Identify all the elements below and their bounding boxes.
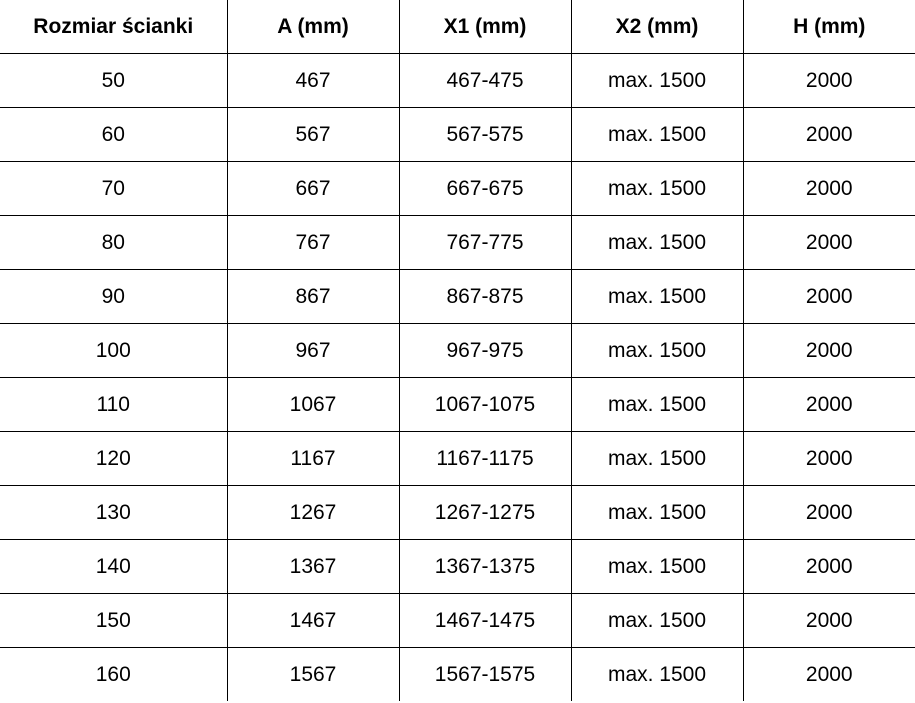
cell-h: 2000: [742, 215, 915, 270]
cell-wall-size: 110: [0, 377, 228, 432]
cell-wall-size: 90: [0, 269, 228, 324]
cell-a: 967: [226, 323, 400, 378]
cell-x1: 1267-1275: [398, 485, 572, 540]
cell-x2: max. 1500: [570, 161, 744, 216]
cell-x1: 1567-1575: [398, 647, 572, 701]
table-row: 140 1367 1367-1375 max. 1500 2000: [0, 539, 915, 594]
cell-h: 2000: [742, 161, 915, 216]
cell-x2: max. 1500: [570, 53, 744, 108]
cell-wall-size: 100: [0, 323, 228, 378]
cell-x1: 467-475: [398, 53, 572, 108]
cell-a: 667: [226, 161, 400, 216]
cell-wall-size: 60: [0, 107, 228, 162]
cell-h: 2000: [742, 431, 915, 486]
cell-wall-size: 70: [0, 161, 228, 216]
table-row: 90 867 867-875 max. 1500 2000: [0, 269, 915, 324]
cell-x2: max. 1500: [570, 431, 744, 486]
cell-h: 2000: [742, 107, 915, 162]
cell-wall-size: 80: [0, 215, 228, 270]
header-h: H (mm): [742, 0, 915, 54]
cell-h: 2000: [742, 377, 915, 432]
cell-h: 2000: [742, 539, 915, 594]
cell-h: 2000: [742, 269, 915, 324]
cell-a: 1567: [226, 647, 400, 701]
cell-x2: max. 1500: [570, 215, 744, 270]
header-x2: X2 (mm): [570, 0, 744, 54]
cell-a: 567: [226, 107, 400, 162]
cell-x2: max. 1500: [570, 269, 744, 324]
header-row: Rozmiar ścianki A (mm) X1 (mm) X2 (mm) H…: [0, 0, 915, 54]
cell-wall-size: 140: [0, 539, 228, 594]
cell-a: 1167: [226, 431, 400, 486]
table-body: 50 467 467-475 max. 1500 2000 60 567 567-575 max…: [0, 53, 915, 701]
table-row: 100 967 967-975 max. 1500 2000: [0, 323, 915, 378]
cell-x2: max. 1500: [570, 107, 744, 162]
cell-h: 2000: [742, 323, 915, 378]
cell-wall-size: 160: [0, 647, 228, 701]
cell-a: 1467: [226, 593, 400, 648]
cell-a: 767: [226, 215, 400, 270]
cell-x2: max. 1500: [570, 485, 744, 540]
cell-a: 1267: [226, 485, 400, 540]
table-row: 80 767 767-775 max. 1500 2000: [0, 215, 915, 270]
cell-x1: 867-875: [398, 269, 572, 324]
cell-x1: 1067-1075: [398, 377, 572, 432]
cell-x1: 1167-1175: [398, 431, 572, 486]
cell-x1: 567-575: [398, 107, 572, 162]
cell-a: 467: [226, 53, 400, 108]
cell-x2: max. 1500: [570, 377, 744, 432]
cell-h: 2000: [742, 593, 915, 648]
table-row: 150 1467 1467-1475 max. 1500 2000: [0, 593, 915, 648]
cell-a: 867: [226, 269, 400, 324]
cell-wall-size: 150: [0, 593, 228, 648]
cell-wall-size: 50: [0, 53, 228, 108]
cell-wall-size: 120: [0, 431, 228, 486]
cell-x1: 1367-1375: [398, 539, 572, 594]
cell-x1: 667-675: [398, 161, 572, 216]
table-row: 50 467 467-475 max. 1500 2000: [0, 53, 915, 108]
table-row: 160 1567 1567-1575 max. 1500 2000: [0, 647, 915, 701]
cell-x2: max. 1500: [570, 647, 744, 701]
header-a: A (mm): [226, 0, 400, 54]
table-row: 60 567 567-575 max. 1500 2000: [0, 107, 915, 162]
cell-h: 2000: [742, 53, 915, 108]
table-row: 110 1067 1067-1075 max. 1500 2000: [0, 377, 915, 432]
cell-x2: max. 1500: [570, 323, 744, 378]
header-wall-size: Rozmiar ścianki: [0, 0, 228, 54]
cell-x1: 767-775: [398, 215, 572, 270]
cell-x1: 1467-1475: [398, 593, 572, 648]
cell-a: 1367: [226, 539, 400, 594]
cell-h: 2000: [742, 647, 915, 701]
cell-h: 2000: [742, 485, 915, 540]
cell-a: 1067: [226, 377, 400, 432]
cell-wall-size: 130: [0, 485, 228, 540]
cell-x2: max. 1500: [570, 593, 744, 648]
header-x1: X1 (mm): [398, 0, 572, 54]
table-row: 70 667 667-675 max. 1500 2000: [0, 161, 915, 216]
table-row: 120 1167 1167-1175 max. 1500 2000: [0, 431, 915, 486]
cell-x1: 967-975: [398, 323, 572, 378]
cell-x2: max. 1500: [570, 539, 744, 594]
table-row: 130 1267 1267-1275 max. 1500 2000: [0, 485, 915, 540]
